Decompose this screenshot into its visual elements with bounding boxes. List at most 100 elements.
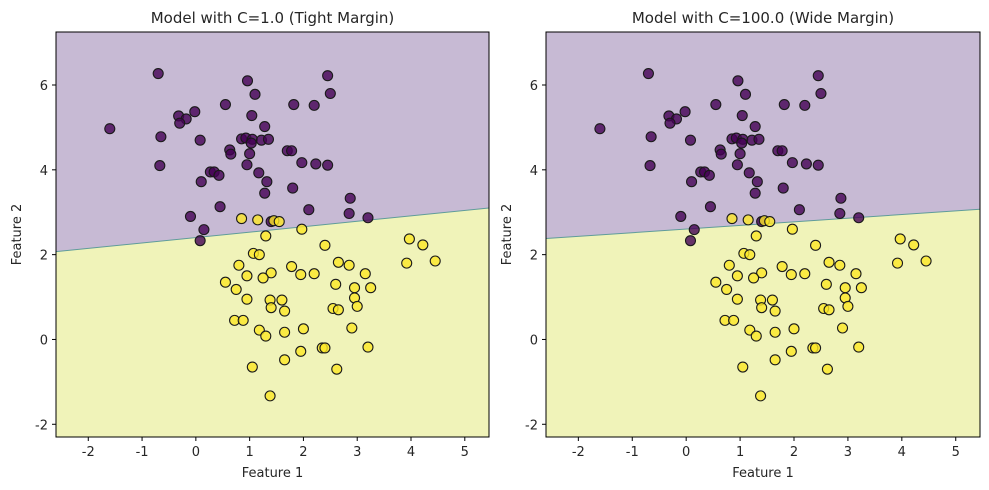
data-point-class-0 bbox=[194, 235, 206, 247]
x-tick-label: 0 bbox=[682, 445, 690, 460]
data-point-class-0 bbox=[253, 167, 265, 179]
data-point-class-0 bbox=[710, 98, 722, 111]
x-tick-label: 3 bbox=[353, 445, 361, 460]
y-axis-label: Feature 2 bbox=[500, 204, 515, 266]
data-point-class-0 bbox=[688, 224, 700, 236]
data-point-class-1 bbox=[359, 268, 371, 280]
data-point-class-1 bbox=[731, 293, 743, 305]
data-point-class-1 bbox=[908, 239, 920, 251]
data-point-class-1 bbox=[742, 214, 754, 226]
data-point-class-0 bbox=[194, 134, 206, 146]
data-point-class-1 bbox=[276, 294, 288, 306]
data-point-class-0 bbox=[362, 212, 374, 224]
data-point-class-1 bbox=[260, 230, 272, 242]
data-point-class-1 bbox=[362, 341, 374, 353]
data-point-class-1 bbox=[348, 282, 361, 294]
x-tick-label: 4 bbox=[407, 445, 415, 460]
data-point-class-0 bbox=[684, 134, 697, 146]
x-tick-label: 4 bbox=[898, 445, 906, 460]
data-point-class-1 bbox=[731, 270, 743, 282]
data-point-class-0 bbox=[594, 123, 606, 135]
data-point-class-0 bbox=[684, 235, 697, 247]
data-point-class-1 bbox=[842, 300, 854, 312]
data-point-class-0 bbox=[244, 148, 256, 160]
data-point-class-1 bbox=[264, 390, 276, 402]
data-point-class-0 bbox=[739, 88, 752, 100]
data-point-class-1 bbox=[330, 278, 342, 290]
y-tick-label: -2 bbox=[525, 418, 538, 433]
data-point-class-0 bbox=[815, 87, 827, 100]
chart-panel-2: -2 -1 0 1 2 3 4 5 -2 0 2 4 6 Model with C=100.0 (Wide… bbox=[500, 9, 981, 481]
y-tick-label: 2 bbox=[40, 249, 48, 264]
data-point-class-1 bbox=[799, 268, 811, 280]
data-point-class-1 bbox=[233, 259, 245, 271]
data-point-class-0 bbox=[686, 176, 698, 188]
data-point-class-0 bbox=[664, 117, 676, 129]
x-tick-label: 3 bbox=[844, 445, 852, 460]
data-point-class-0 bbox=[793, 204, 805, 216]
data-point-class-0 bbox=[732, 75, 744, 87]
x-axis-label: Feature 1 bbox=[732, 466, 794, 481]
data-point-class-1 bbox=[766, 294, 778, 306]
data-point-class-0 bbox=[786, 157, 798, 169]
data-point-class-1 bbox=[429, 255, 441, 267]
data-point-class-1 bbox=[788, 323, 800, 335]
data-point-class-0 bbox=[261, 176, 273, 188]
data-point-class-0 bbox=[749, 121, 761, 133]
data-point-class-0 bbox=[259, 121, 271, 133]
y-tick-label: 2 bbox=[530, 249, 538, 264]
data-point-class-0 bbox=[286, 145, 298, 157]
data-point-class-1 bbox=[295, 269, 307, 281]
data-point-class-0 bbox=[152, 68, 164, 80]
data-point-class-1 bbox=[417, 239, 429, 251]
data-point-class-1 bbox=[726, 213, 738, 225]
data-point-class-1 bbox=[823, 256, 835, 268]
data-point-class-1 bbox=[820, 278, 832, 290]
data-point-class-0 bbox=[776, 145, 788, 157]
data-point-class-0 bbox=[324, 87, 336, 100]
data-point-class-1 bbox=[265, 267, 277, 279]
data-point-class-1 bbox=[853, 341, 865, 353]
x-axis-label: Feature 1 bbox=[242, 466, 304, 481]
data-point-class-0 bbox=[154, 160, 166, 172]
data-point-class-1 bbox=[756, 302, 768, 314]
data-point-class-0 bbox=[642, 68, 654, 80]
data-point-class-0 bbox=[213, 169, 225, 181]
data-point-class-1 bbox=[332, 256, 344, 268]
data-point-class-1 bbox=[351, 300, 363, 312]
data-point-class-0 bbox=[322, 70, 334, 82]
data-point-class-1 bbox=[331, 363, 343, 375]
data-point-class-1 bbox=[764, 216, 776, 228]
data-point-class-1 bbox=[769, 326, 781, 338]
data-point-class-1 bbox=[776, 260, 788, 273]
data-point-class-1 bbox=[750, 230, 762, 242]
data-point-class-0 bbox=[734, 148, 746, 160]
data-point-class-1 bbox=[723, 259, 735, 271]
data-point-class-0 bbox=[241, 159, 253, 171]
axes-frame bbox=[545, 31, 981, 438]
data-point-class-1 bbox=[744, 249, 756, 261]
data-point-class-0 bbox=[308, 99, 320, 111]
data-point-class-1 bbox=[246, 361, 258, 373]
data-point-class-1 bbox=[850, 268, 862, 280]
data-point-class-0 bbox=[344, 192, 356, 204]
data-point-class-1 bbox=[769, 354, 781, 366]
data-point-class-0 bbox=[189, 106, 201, 118]
y-tick-label: 6 bbox=[530, 79, 538, 94]
data-point-class-1 bbox=[855, 282, 867, 294]
data-point-class-1 bbox=[237, 314, 249, 326]
region-class-0 bbox=[546, 32, 980, 239]
data-point-class-0 bbox=[245, 137, 257, 149]
data-point-class-0 bbox=[679, 106, 691, 118]
data-point-class-0 bbox=[834, 207, 846, 220]
data-point-class-1 bbox=[810, 239, 822, 251]
data-point-class-1 bbox=[319, 239, 331, 251]
data-point-class-0 bbox=[225, 148, 237, 160]
data-point-class-1 bbox=[295, 345, 307, 357]
data-point-class-1 bbox=[308, 268, 320, 280]
data-point-class-1 bbox=[403, 233, 415, 245]
data-point-class-0 bbox=[736, 137, 748, 149]
data-point-class-1 bbox=[332, 304, 344, 316]
data-point-class-1 bbox=[786, 223, 798, 235]
